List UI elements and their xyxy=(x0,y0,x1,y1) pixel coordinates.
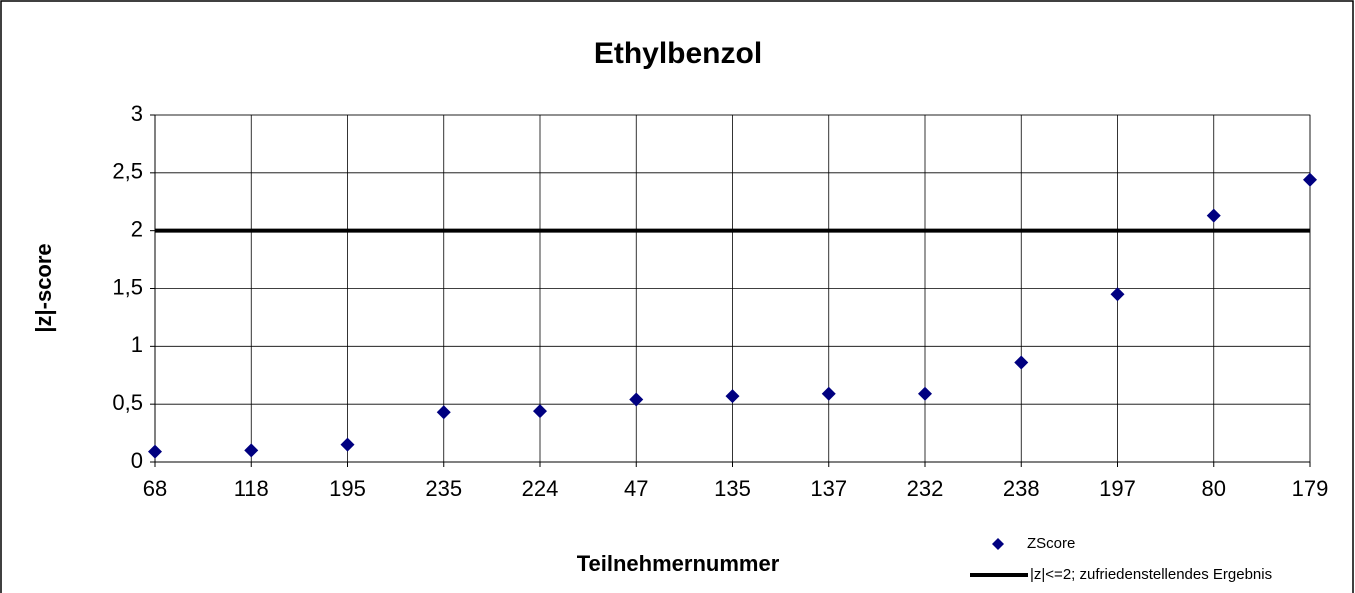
y-tick-label: 1 xyxy=(131,332,143,357)
x-tick-label: 232 xyxy=(907,476,944,501)
marker xyxy=(148,444,162,459)
x-tick-label: 235 xyxy=(425,476,462,501)
x-tick-label: 135 xyxy=(714,476,751,501)
y-tick-label: 2,5 xyxy=(112,159,143,184)
x-tick-label: 137 xyxy=(810,476,847,501)
marker xyxy=(436,405,451,420)
x-tick-label: 80 xyxy=(1202,476,1226,501)
legend-swatch xyxy=(992,538,1004,550)
marker xyxy=(340,437,355,452)
marker xyxy=(1303,172,1317,187)
x-tick-label: 238 xyxy=(1003,476,1040,501)
marker xyxy=(1110,287,1125,302)
marker xyxy=(533,404,547,419)
y-tick-label: 2 xyxy=(131,216,143,241)
y-tick-label: 1,5 xyxy=(112,274,143,299)
y-tick-label: 0,5 xyxy=(112,390,143,415)
marker xyxy=(1206,208,1221,223)
x-tick-label: 118 xyxy=(234,476,269,501)
marker xyxy=(629,392,644,407)
legend-label: ZScore xyxy=(1027,535,1075,552)
x-tick-label: 224 xyxy=(522,476,559,501)
chart-title: Ethylbenzol xyxy=(594,37,762,70)
marker xyxy=(918,386,932,401)
y-axis-label: |z|-score xyxy=(31,243,56,332)
x-tick-label: 197 xyxy=(1099,476,1136,501)
marker xyxy=(821,386,836,401)
x-axis-label: Teilnehmernummer xyxy=(577,551,780,576)
x-tick-label: 195 xyxy=(329,476,366,501)
y-tick-label: 0 xyxy=(131,448,143,473)
x-tick-label: 47 xyxy=(624,476,648,501)
legend-label: |z|<=2; zufriedenstellendes Ergebnis xyxy=(1030,566,1272,583)
marker xyxy=(725,389,740,404)
marker xyxy=(1014,355,1029,370)
x-tick-label: 179 xyxy=(1292,476,1329,501)
marker xyxy=(244,443,259,458)
x-tick-label: 68 xyxy=(143,476,167,501)
y-tick-label: 3 xyxy=(131,101,143,126)
